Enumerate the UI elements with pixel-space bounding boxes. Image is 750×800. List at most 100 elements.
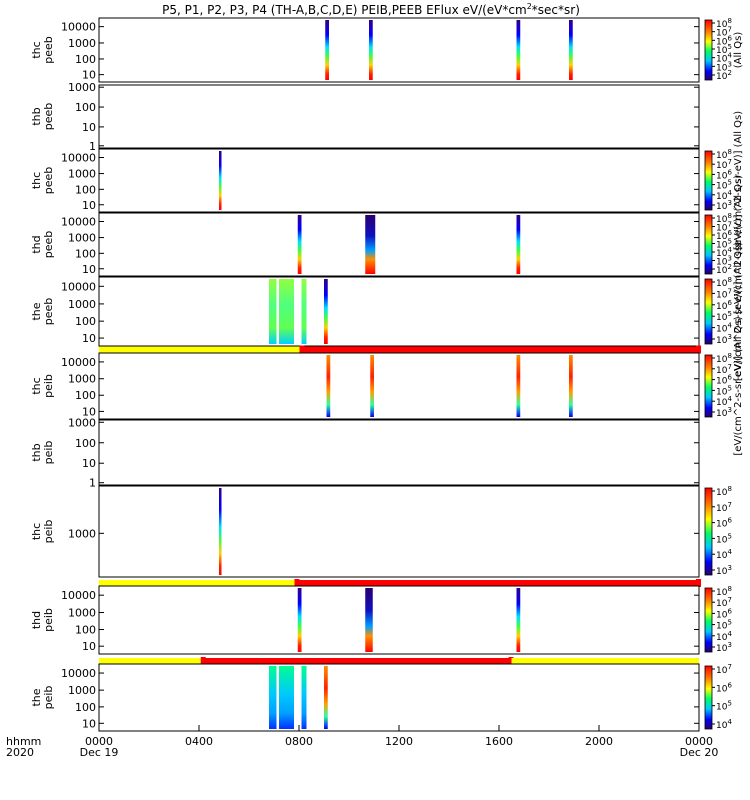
colorbar xyxy=(704,214,713,275)
panel-frame xyxy=(98,84,700,149)
colorbar-tick-label: 104 xyxy=(716,548,732,561)
colorbar xyxy=(704,150,713,211)
burst-1 xyxy=(279,279,294,344)
panel-12: 10000 1000 100 10 the peib 107 106 105 104 xyxy=(30,663,732,732)
panel-0: 10000 1000 100 10 thc peeb 1081071061051041031… xyxy=(30,17,732,83)
panel-ylabel: thc xyxy=(30,41,43,58)
panel-frame xyxy=(98,276,700,347)
mode-bar-segment-1 xyxy=(296,580,699,586)
colorbar-units-label: [eV/(cm^2-s-sr-eV)] (All Qs) xyxy=(733,175,744,314)
colorbar-tick-label: 103 xyxy=(716,60,732,73)
colorbar-tick-label: 106 xyxy=(716,517,732,530)
panel-frame xyxy=(98,663,700,732)
panel-ylabel: peeb xyxy=(42,36,55,64)
ytick-label: 1000 xyxy=(68,607,96,620)
mode-bar-marker xyxy=(200,657,206,665)
colorbar-tick-label: 107 xyxy=(716,363,732,376)
colorbar-tick-label: 104 xyxy=(716,189,732,202)
burst-2 xyxy=(516,588,521,652)
burst-1 xyxy=(370,355,374,417)
colorbar-tick-label: 105 xyxy=(716,532,732,545)
burst-1 xyxy=(365,588,373,652)
time-axis-corner-label: 2020 xyxy=(6,746,34,759)
colorbar-tick-label: 108 xyxy=(716,585,732,598)
chart-title-tail: *sec*sr) xyxy=(532,3,580,17)
panel-ylabel: peib xyxy=(42,520,55,544)
ytick-label: 100 xyxy=(75,437,96,450)
mode-bar-segment-0 xyxy=(99,346,302,353)
colorbar-tick-label: 103 xyxy=(716,564,732,577)
colorbar-tick-label: 105 xyxy=(716,619,732,632)
panel-frame xyxy=(98,212,700,277)
ytick-label: 10 xyxy=(82,121,96,134)
burst-3 xyxy=(324,279,328,344)
colorbar-tick-label: 106 xyxy=(716,34,732,47)
colorbar-tick-label: 108 xyxy=(716,148,732,161)
colorbar xyxy=(704,19,713,81)
ytick-label: 100 xyxy=(75,624,96,637)
colorbar-tick-label: 107 xyxy=(716,158,732,171)
ytick-label: 10 xyxy=(82,457,96,470)
colorbar-side-labels: (All Qs)[eV/(cm^2-s-sr-eV)] (All Qs)[eV/… xyxy=(733,32,744,456)
panel-ylabel: peib xyxy=(42,686,55,710)
panel-ylabel: thd xyxy=(30,611,43,629)
ytick-label: 100 xyxy=(75,53,96,66)
panel-1: 1000 100 10 1 thb peeb xyxy=(30,81,700,153)
colorbar-tick-label: 103 xyxy=(716,333,732,346)
mode-bar-segment-1 xyxy=(202,658,512,664)
ytick-label: 10 xyxy=(82,405,96,418)
colorbar-tick-label: 106 xyxy=(716,681,732,694)
chart-title: P5, P1, P2, P3, P4 (TH-A,B,C,D,E) PEIB,P… xyxy=(162,2,580,17)
mode-bar-segment-2 xyxy=(511,658,699,664)
chart-title-main: P5, P1, P2, P3, P4 (TH-A,B,C,D,E) PEIB,P… xyxy=(162,3,527,17)
panel-3: 10000 1000 100 10 thd peeb 1081071061051041031… xyxy=(30,212,732,277)
burst-0 xyxy=(269,279,277,344)
burst-0 xyxy=(297,588,302,652)
panel-frame xyxy=(98,148,700,213)
colorbar-tick-label: 105 xyxy=(716,43,732,56)
ytick-label: 100 xyxy=(75,701,96,714)
panel-ylabel: peib xyxy=(42,441,55,465)
ytick-label: 1000 xyxy=(68,232,96,245)
burst-2 xyxy=(301,279,307,344)
ytick-label: 1000 xyxy=(68,81,96,94)
panel-frame xyxy=(98,352,700,420)
ytick-label: 10 xyxy=(82,263,96,276)
panel-ylabel: peeb xyxy=(42,103,55,131)
mode-bar-segment-1 xyxy=(301,346,699,353)
colorbar-tick-label: 106 xyxy=(716,374,732,387)
xtick-label: 0400 xyxy=(185,735,213,748)
panel-ylabel: the xyxy=(30,302,43,320)
ytick-label: 1000 xyxy=(68,416,96,429)
colorbar-tick-label: 107 xyxy=(716,26,732,39)
ytick-label: 10 xyxy=(82,332,96,345)
burst-1 xyxy=(369,20,373,80)
burst-2 xyxy=(516,355,521,417)
colorbar-tick-label: 108 xyxy=(716,17,732,30)
panel-ylabel: peib xyxy=(42,374,55,398)
xtick-label: 1200 xyxy=(385,735,413,748)
mode-bar-segment-0 xyxy=(99,580,297,586)
panel-ylabel: peeb xyxy=(42,231,55,259)
colorbar-tick-label: 104 xyxy=(716,718,732,731)
panel-ylabel: thb xyxy=(30,107,43,125)
colorbar-units-label: [eV/(cm^2-s-sr-eV)] (All Qs) xyxy=(733,316,744,455)
colorbar-tick-label: 107 xyxy=(716,663,732,676)
colorbar xyxy=(704,587,713,653)
ytick-label: 1000 xyxy=(68,527,96,540)
panel-ylabel: thc xyxy=(30,377,43,394)
ytick-label: 100 xyxy=(75,101,96,114)
colorbar-tick-label: 103 xyxy=(716,406,732,419)
mode-bar-marker xyxy=(294,579,300,587)
ytick-label: 10 xyxy=(82,69,96,82)
colorbar-tick-label: 108 xyxy=(716,276,732,289)
colorbar-tick-label: 108 xyxy=(716,485,732,498)
ytick-label: 1000 xyxy=(68,298,96,311)
colorbar-tick-label: 106 xyxy=(716,299,732,312)
mode-bar-marker xyxy=(508,657,514,665)
